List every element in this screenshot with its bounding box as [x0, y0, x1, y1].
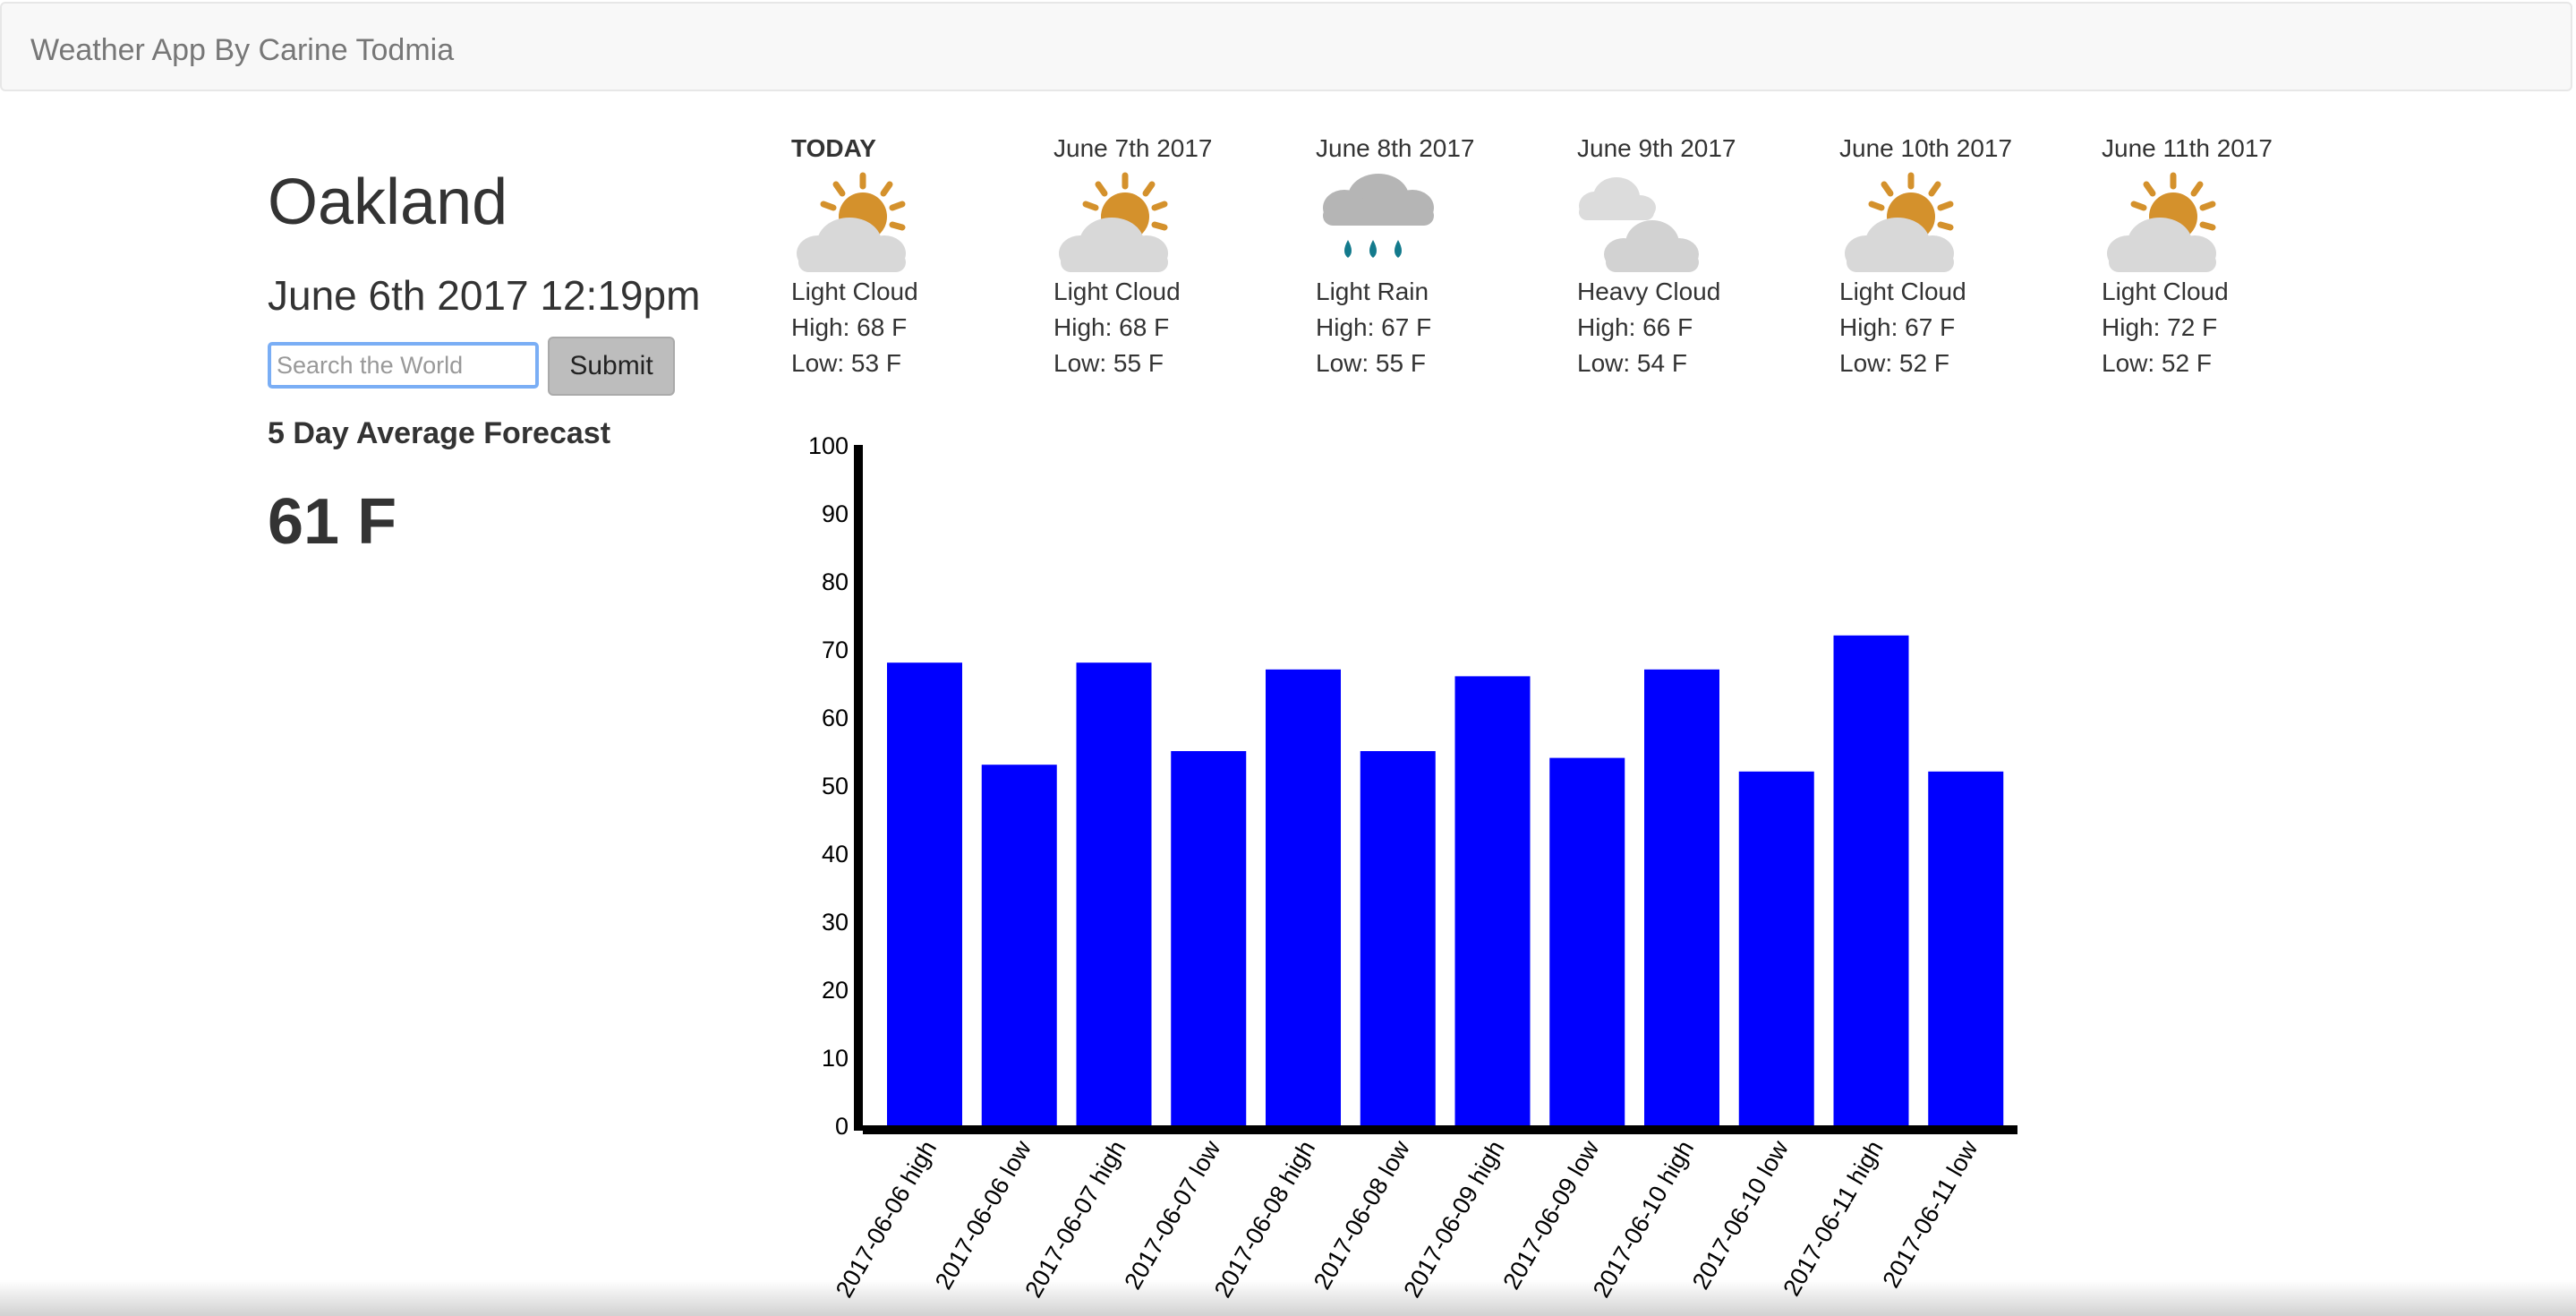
x-axis-tick-label: 2017-06-07 high — [1019, 1136, 1130, 1302]
current-datetime: June 6th 2017 12:19pm — [268, 272, 701, 319]
forecast-day-label: June 11th 2017 — [2102, 134, 2273, 162]
chart-bar — [1928, 771, 2004, 1125]
forecast-day: June 11th 2017 Light Cloud High: 72 F Lo… — [2102, 131, 2352, 381]
average-forecast-value: 61 F — [268, 486, 397, 558]
x-axis-tick-label: 2017-06-09 low — [1497, 1136, 1604, 1295]
x-axis-tick-label: 2017-06-10 high — [1588, 1136, 1699, 1302]
search-input[interactable] — [268, 342, 539, 389]
light-cloud-icon — [1053, 167, 1179, 274]
light-cloud-icon — [1839, 167, 1965, 274]
y-axis-tick-label: 50 — [822, 773, 849, 799]
submit-button[interactable]: Submit — [548, 337, 675, 396]
forecast-condition: Light Cloud — [2102, 278, 2229, 305]
forecast-low: Low: 55 F — [1316, 349, 1426, 377]
forecast-day: June 8th 2017 Light Rain High: 67 F Low:… — [1316, 131, 1566, 381]
forecast-high: High: 66 F — [1577, 313, 1693, 341]
forecast-low: Low: 52 F — [2102, 349, 2212, 377]
chart-bar — [1076, 662, 1152, 1125]
y-axis-tick-label: 70 — [822, 637, 849, 663]
chart-bar — [1454, 676, 1531, 1125]
forecast-day: June 9th 2017 Heavy Cloud High: 66 F Low… — [1577, 131, 1828, 381]
x-axis-tick-label: 2017-06-06 low — [930, 1136, 1036, 1295]
forecast-condition: Light Cloud — [1053, 278, 1181, 305]
light-cloud-icon — [791, 167, 917, 274]
y-axis-tick-label: 0 — [835, 1113, 849, 1140]
x-axis-tick-label: 2017-06-08 high — [1209, 1136, 1320, 1302]
x-axis-tick-label: 2017-06-11 high — [1778, 1136, 1888, 1301]
chart-bar — [1171, 751, 1247, 1125]
window-bottom-shadow — [0, 1280, 2576, 1316]
forecast-high: High: 68 F — [1053, 313, 1170, 341]
y-axis-tick-label: 10 — [822, 1045, 849, 1072]
chart-bar — [981, 765, 1057, 1125]
forecast-day: June 7th 2017 Light Cloud High: 68 F Low… — [1053, 131, 1304, 381]
forecast-high: High: 72 F — [2102, 313, 2218, 341]
average-forecast-label: 5 Day Average Forecast — [268, 416, 611, 450]
light-rain-icon — [1316, 167, 1441, 274]
forecast-condition: Heavy Cloud — [1577, 278, 1721, 305]
chart-bar — [1549, 757, 1625, 1125]
forecast-high: High: 68 F — [791, 313, 908, 341]
y-axis-tick-label: 20 — [822, 977, 849, 1004]
y-axis-tick-label: 80 — [822, 568, 849, 595]
y-axis-tick-label: 90 — [822, 500, 849, 527]
forecast-day-label: June 7th 2017 — [1053, 134, 1213, 162]
forecast-day-label: June 9th 2017 — [1577, 134, 1736, 162]
forecast-low: Low: 52 F — [1839, 349, 1949, 377]
chart-bar — [1360, 751, 1436, 1125]
forecast-low: Low: 53 F — [791, 349, 901, 377]
chart-bar — [1644, 669, 1719, 1125]
forecast-condition: Light Rain — [1316, 278, 1429, 305]
y-axis-tick-label: 60 — [822, 705, 849, 731]
light-cloud-icon — [2102, 167, 2227, 274]
x-axis-tick-label: 2017-06-10 low — [1687, 1136, 1794, 1295]
navbar: Weather App By Carine Todmia — [0, 2, 2572, 91]
forecast-low: Low: 55 F — [1053, 349, 1164, 377]
heavy-cloud-icon — [1577, 167, 1702, 274]
chart-bar — [887, 662, 962, 1125]
chart-bar — [1738, 771, 1814, 1125]
x-axis-tick-label: 2017-06-07 low — [1119, 1136, 1225, 1295]
app-brand[interactable]: Weather App By Carine Todmia — [30, 33, 455, 67]
x-axis-tick-label: 2017-06-11 low — [1877, 1136, 1983, 1293]
forecast-day: June 10th 2017 Light Cloud High: 67 F Lo… — [1839, 131, 2090, 381]
forecast-condition: Light Cloud — [791, 278, 918, 305]
chart-bar — [1266, 669, 1341, 1125]
chart-bar — [1833, 635, 1909, 1125]
x-axis-tick-label: 2017-06-06 high — [831, 1136, 942, 1302]
y-axis-line — [854, 445, 863, 1131]
y-axis-tick-label: 40 — [822, 841, 849, 867]
forecast-high: High: 67 F — [1839, 313, 1956, 341]
forecast-condition: Light Cloud — [1839, 278, 1966, 305]
x-axis-tick-label: 2017-06-08 low — [1309, 1136, 1415, 1295]
forecast-day: TODAY Light Cloud High: 68 F Low: 53 F — [791, 131, 1042, 381]
forecast-day-label: TODAY — [791, 134, 876, 162]
city-name: Oakland — [268, 167, 508, 238]
x-axis-tick-label: 2017-06-09 high — [1398, 1136, 1509, 1302]
forecast-low: Low: 54 F — [1577, 349, 1687, 377]
x-axis-line — [863, 1125, 2017, 1134]
forecast-day-label: June 10th 2017 — [1839, 134, 2013, 162]
forecast-day-label: June 8th 2017 — [1316, 134, 1475, 162]
y-axis-tick-label: 100 — [808, 432, 849, 459]
y-axis-tick-label: 30 — [822, 909, 849, 936]
forecast-high: High: 67 F — [1316, 313, 1432, 341]
